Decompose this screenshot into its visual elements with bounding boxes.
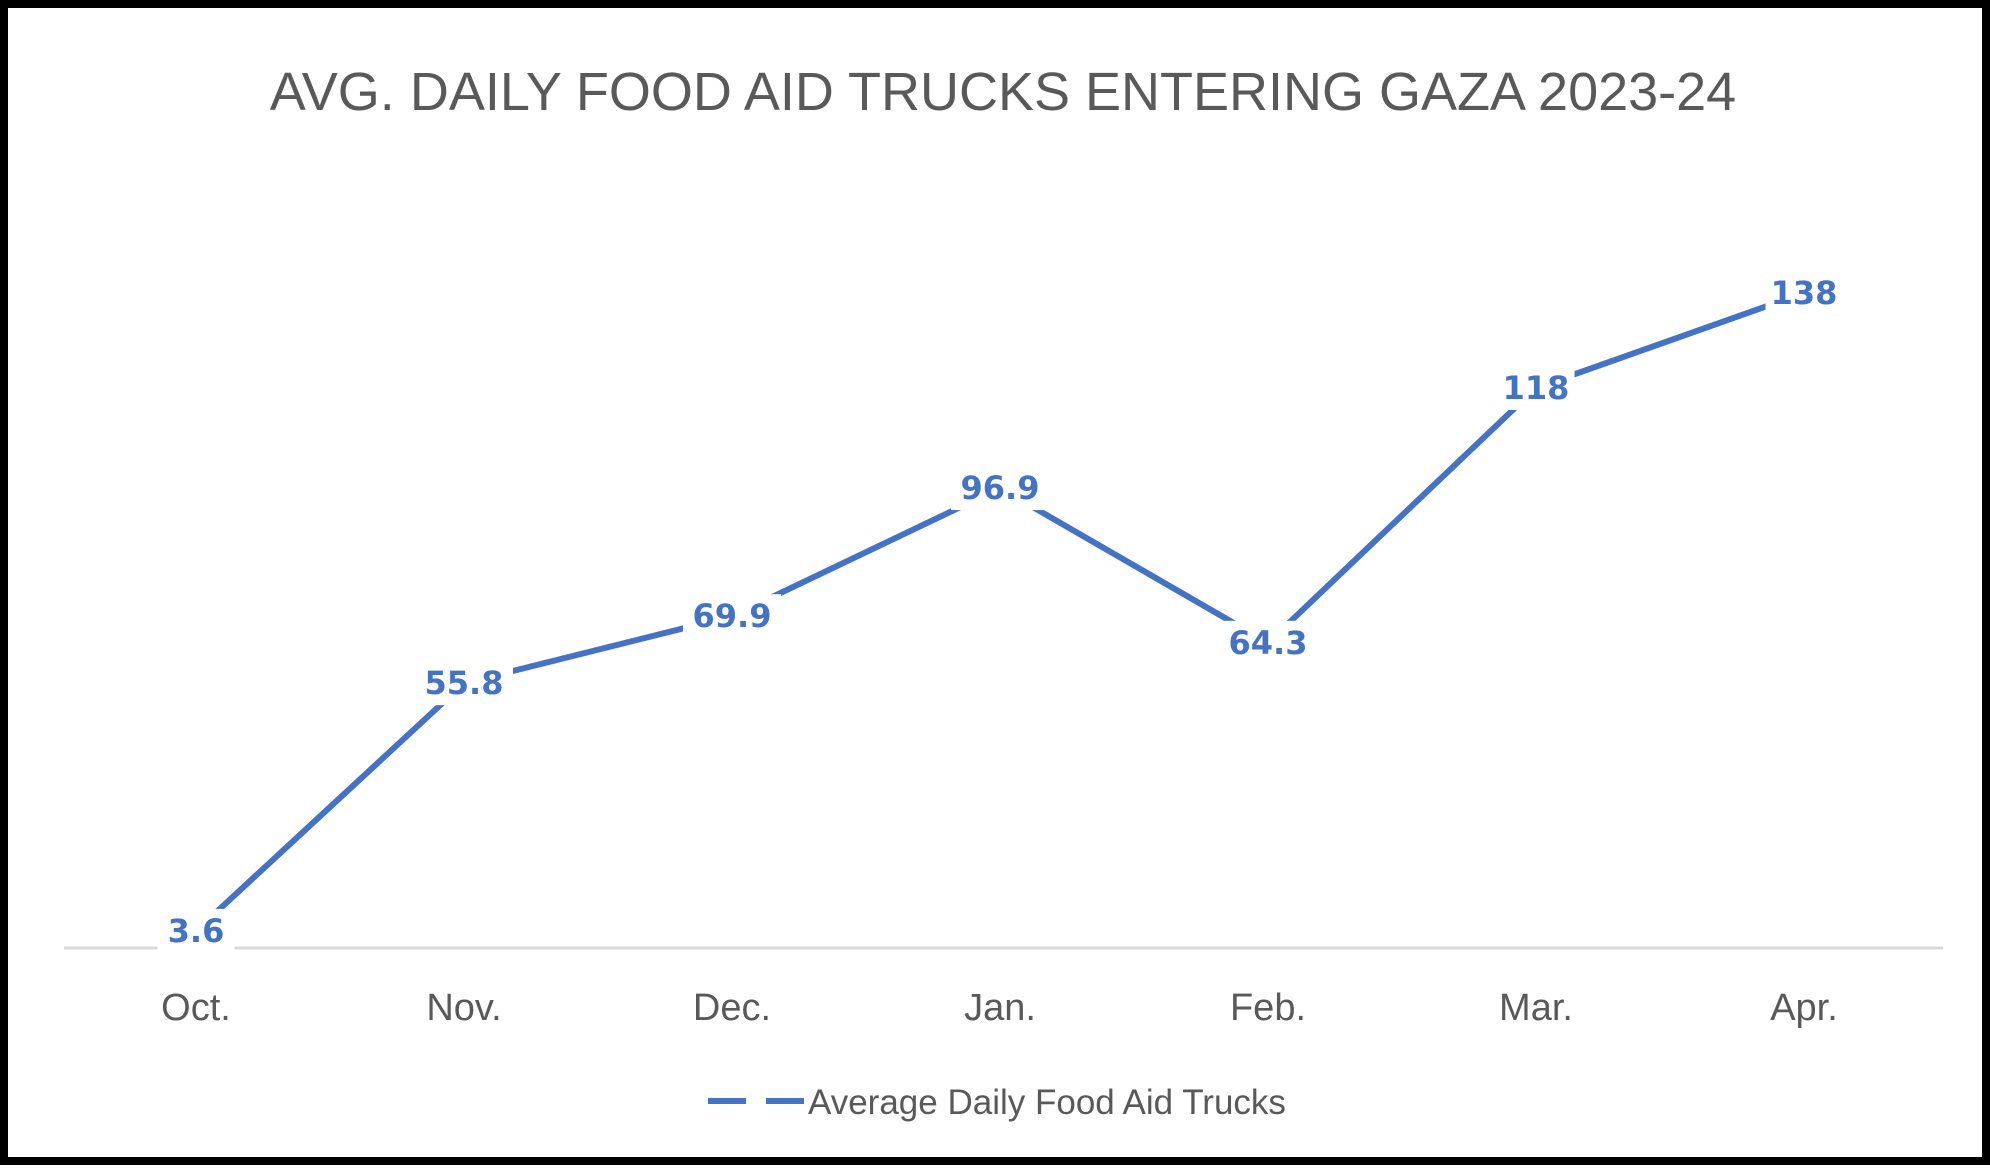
svg-text:118: 118 bbox=[1503, 369, 1570, 407]
data-label-apr: 138 bbox=[1765, 271, 1843, 315]
x-tick-label-apr: Apr. bbox=[1770, 987, 1838, 1029]
x-tick-label-mar: Mar. bbox=[1499, 987, 1573, 1029]
x-axis-tick-labels: Oct. Nov. Dec. Jan. Feb. Mar. Apr. bbox=[161, 987, 1838, 1029]
chart-title: AVG. DAILY FOOD AID TRUCKS ENTERING GAZA… bbox=[270, 62, 1736, 122]
data-label-dec: 69.9 bbox=[683, 594, 781, 639]
svg-text:96.9: 96.9 bbox=[961, 469, 1040, 507]
svg-text:55.8: 55.8 bbox=[425, 664, 504, 702]
line-chart: AVG. DAILY FOOD AID TRUCKS ENTERING GAZA… bbox=[64, 62, 1943, 1122]
legend-label: Average Daily Food Aid Trucks bbox=[808, 1083, 1286, 1122]
data-label-feb: 64.3 bbox=[1219, 620, 1317, 665]
data-label-jan: 96.9 bbox=[951, 466, 1049, 511]
x-tick-label-nov: Nov. bbox=[426, 987, 501, 1029]
x-tick-label-jan: Jan. bbox=[964, 987, 1036, 1029]
svg-text:69.9: 69.9 bbox=[693, 597, 772, 635]
x-tick-label-dec: Dec. bbox=[693, 987, 771, 1029]
x-tick-label-oct: Oct. bbox=[161, 987, 231, 1029]
x-tick-label-feb: Feb. bbox=[1230, 987, 1306, 1029]
svg-text:138: 138 bbox=[1771, 274, 1838, 312]
data-labels: 3.6 55.8 69.9 96.9 64.3 118 138 bbox=[157, 271, 1843, 953]
data-label-oct: 3.6 bbox=[157, 908, 235, 953]
data-label-nov: 55.8 bbox=[415, 661, 513, 706]
data-label-mar: 118 bbox=[1497, 365, 1575, 410]
svg-text:3.6: 3.6 bbox=[168, 912, 225, 950]
svg-text:64.3: 64.3 bbox=[1229, 624, 1308, 662]
legend[interactable]: Average Daily Food Aid Trucks bbox=[708, 1083, 1286, 1122]
